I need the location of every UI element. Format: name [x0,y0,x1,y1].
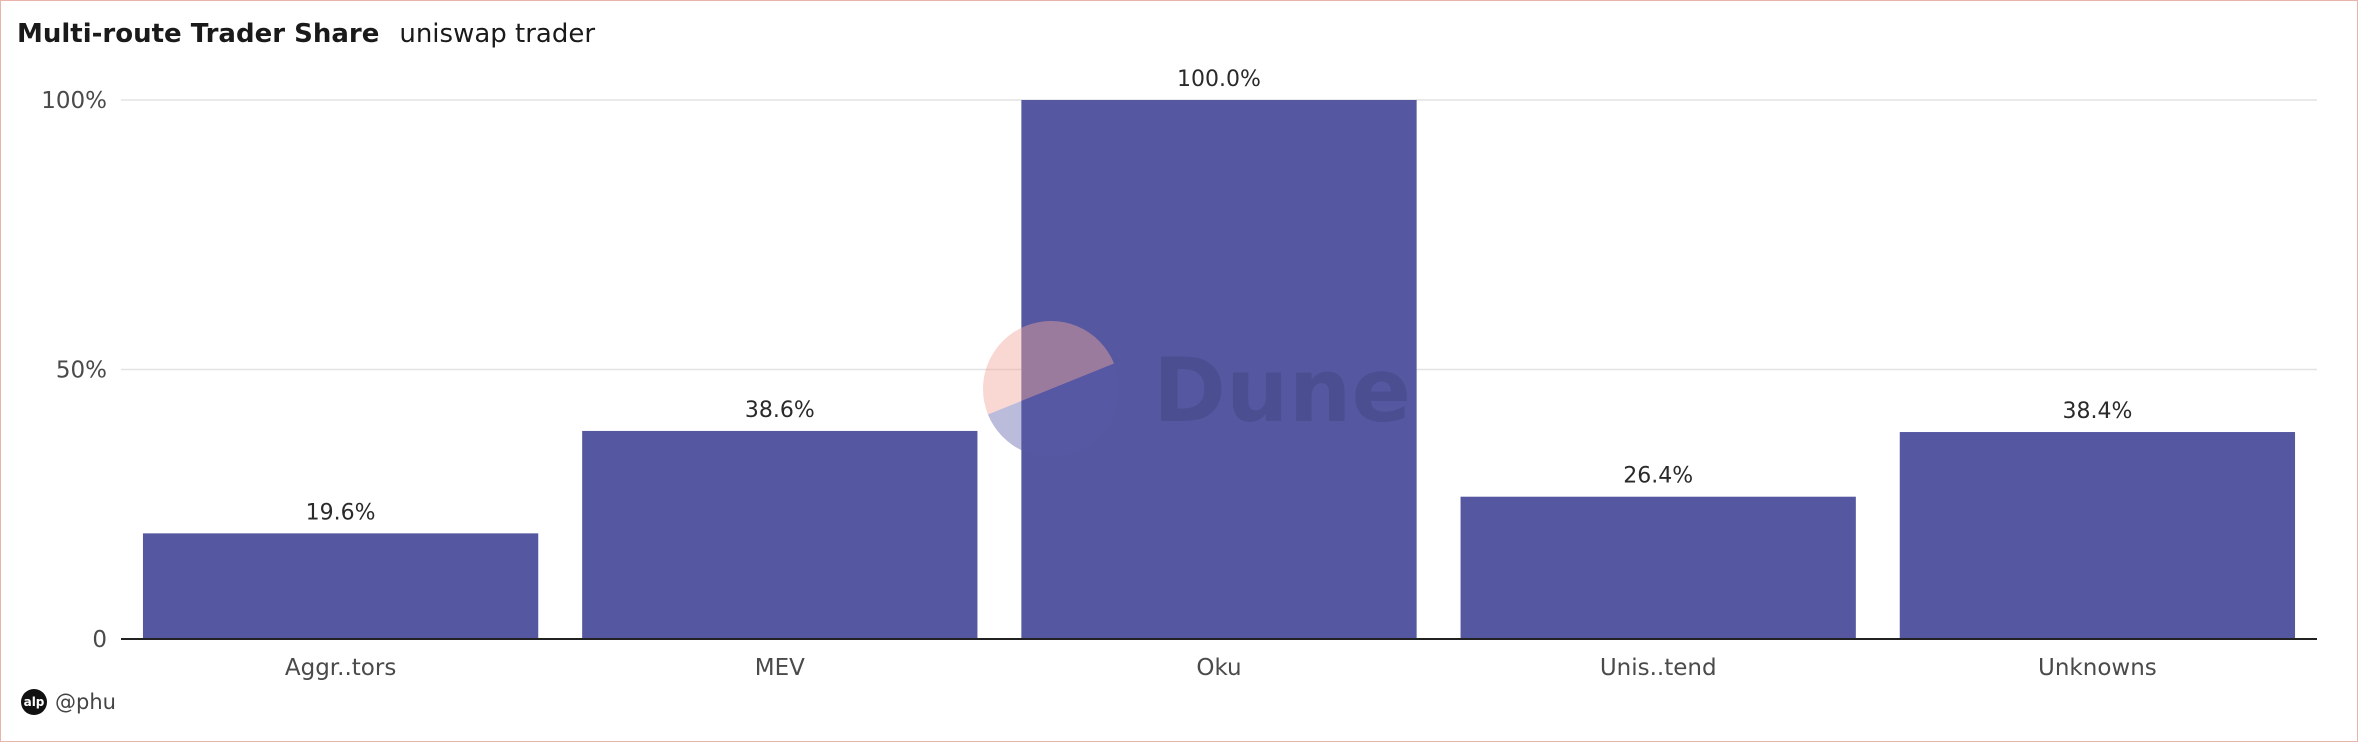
bar-value-label: 26.4% [1623,464,1693,489]
watermark-text: Dune [1153,339,1411,442]
chart-header: Multi-route Trader Share uniswap trader [17,19,595,49]
bar [142,533,539,639]
bar-value-label: 19.6% [306,500,376,525]
watermark-logo-top [983,320,1115,415]
bar [582,430,978,639]
bar-value-label: 38.6% [745,398,815,423]
bar-value-label: 38.4% [2062,399,2132,424]
x-tick-label: Unknowns [2038,655,2157,681]
watermark-logo-bottom [987,363,1119,457]
chart-subtitle: uniswap trader [399,19,596,49]
bar-value-label: 100.0% [1177,67,1261,92]
x-tick-label: MEV [755,655,805,681]
y-tick-label: 50% [56,358,107,384]
author-avatar[interactable]: alp [21,689,47,715]
x-tick-label: Unis..tend [1600,655,1717,681]
author-footer[interactable]: alp @phu [21,689,116,715]
y-tick-label: 0 [92,627,107,653]
x-tick-label: Aggr..tors [285,655,396,681]
watermark: Dune [983,320,1411,457]
author-handle[interactable]: @phu [55,690,116,714]
bar [1899,432,2296,639]
chart-title: Multi-route Trader Share [17,19,380,49]
bar [1460,496,1856,639]
x-tick-label: Oku [1196,655,1241,681]
bars [142,100,2296,639]
bar [1021,100,1417,639]
y-tick-label: 100% [41,88,107,114]
